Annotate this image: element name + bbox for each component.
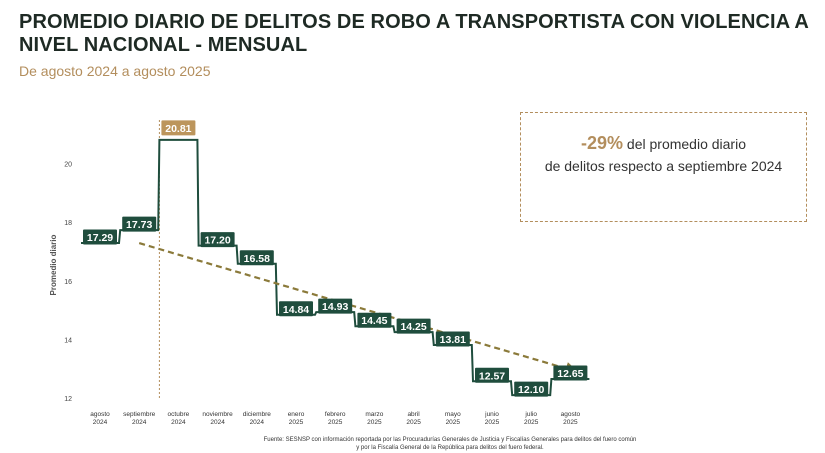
value-label: 14.84 [283, 304, 309, 316]
x-tick-label: noviembre [202, 411, 233, 418]
value-label: 14.45 [361, 315, 387, 327]
value-label-box [357, 312, 392, 328]
value-label-box [553, 365, 588, 381]
x-tick-label: septiembre [123, 411, 156, 418]
source-note: Fuente: SESNSP con información reportada… [150, 436, 750, 452]
x-tick-year: 2024 [210, 419, 225, 426]
value-label-box [475, 367, 509, 383]
y-tick-label: 16 [64, 279, 72, 286]
x-tick-label: agosto [90, 411, 110, 418]
x-tick-year: 2025 [485, 419, 500, 426]
value-label-box [161, 120, 196, 136]
value-label: 17.29 [87, 232, 113, 244]
x-tick-label: diciembre [243, 411, 272, 418]
y-tick-label: 14 [64, 337, 72, 344]
value-label-box [239, 250, 274, 266]
value-label-box [318, 298, 353, 314]
x-tick-year: 2025 [446, 419, 461, 426]
value-label: 13.81 [440, 334, 466, 346]
x-tick-label: enero [288, 411, 305, 418]
x-tick-label: julio [524, 411, 537, 418]
value-label: 12.57 [479, 370, 505, 382]
value-label-box [200, 232, 235, 248]
x-tick-year: 2025 [367, 419, 382, 426]
value-label-box [396, 318, 431, 334]
value-label: 17.20 [204, 235, 230, 247]
value-label-box [83, 229, 117, 245]
value-label: 20.81 [165, 123, 191, 135]
value-label: 14.93 [322, 301, 348, 313]
x-tick-label: junio [484, 411, 499, 418]
page-subtitle: De agosto 2024 a agosto 2025 [19, 63, 211, 79]
callout-text-2: de delitos respecto a septiembre 2024 [544, 158, 783, 174]
trend-line [138, 242, 579, 375]
value-label: 12.10 [518, 384, 544, 396]
x-tick-year: 2025 [328, 419, 343, 426]
x-tick-year: 2025 [406, 419, 421, 426]
x-tick-label: octubre [168, 411, 190, 418]
y-tick-label: 12 [64, 396, 72, 403]
x-tick-year: 2024 [171, 419, 186, 426]
value-label-box [435, 331, 470, 347]
y-tick-label: 20 [64, 162, 72, 169]
source-line-2: y por la Fiscalía General de la Repúblic… [356, 445, 544, 451]
value-label: 14.25 [400, 321, 426, 333]
y-axis-label: Promedio diario [49, 234, 58, 295]
source-line-1: Fuente: SESNSP con información reportada… [263, 437, 637, 443]
x-tick-label: abril [407, 411, 420, 418]
value-label-box [122, 216, 157, 232]
x-tick-year: 2025 [563, 419, 578, 426]
value-label-box [514, 381, 549, 397]
callout-line-1: -29% del promedio diario [521, 132, 806, 155]
x-tick-year: 2024 [93, 419, 108, 426]
x-tick-label: marzo [365, 411, 383, 418]
page-title: PROMEDIO DIARIO DE DELITOS DE ROBO A TRA… [19, 11, 809, 56]
x-tick-label: mayo [445, 411, 461, 418]
value-label-box [279, 301, 313, 317]
value-label: 16.58 [244, 253, 270, 265]
callout-text-1: del promedio diario [623, 136, 746, 152]
callout-box: -29% del promedio diario de delitos resp… [520, 112, 807, 222]
x-tick-label: agosto [561, 411, 581, 418]
x-tick-year: 2024 [250, 419, 265, 426]
x-tick-label: febrero [325, 411, 346, 418]
y-tick-label: 18 [64, 220, 72, 227]
x-tick-year: 2024 [132, 419, 147, 426]
x-tick-year: 2025 [524, 419, 539, 426]
step-line [81, 138, 590, 397]
callout-percent: -29% [581, 133, 624, 153]
x-tick-year: 2025 [289, 419, 304, 426]
value-label: 12.65 [557, 368, 583, 380]
value-label: 17.73 [126, 219, 152, 231]
